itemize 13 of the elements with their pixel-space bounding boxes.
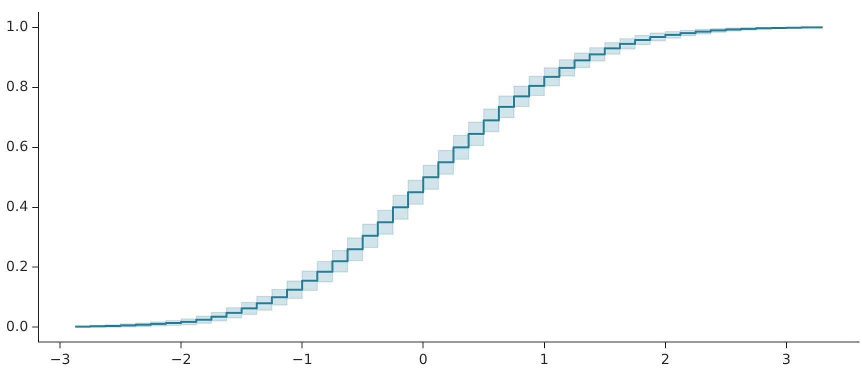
y-tick-label: 0.2 [6,258,28,275]
x-tick-label: 3 [782,352,791,368]
x-tick-label: −2 [170,352,192,368]
x-tick-label: 2 [660,352,670,368]
x-tick-label: 0 [418,352,428,368]
x-tick-label: 1 [540,352,549,368]
x-tick-label: −1 [292,352,312,368]
y-tick-label: 0.4 [6,198,28,215]
y-tick-label: 0.0 [6,318,28,335]
y-tick-label: 0.8 [6,78,28,95]
y-tick-label: 0.6 [6,138,28,155]
y-tick-label: 1.0 [6,19,28,36]
x-tick-label: −3 [50,352,70,368]
